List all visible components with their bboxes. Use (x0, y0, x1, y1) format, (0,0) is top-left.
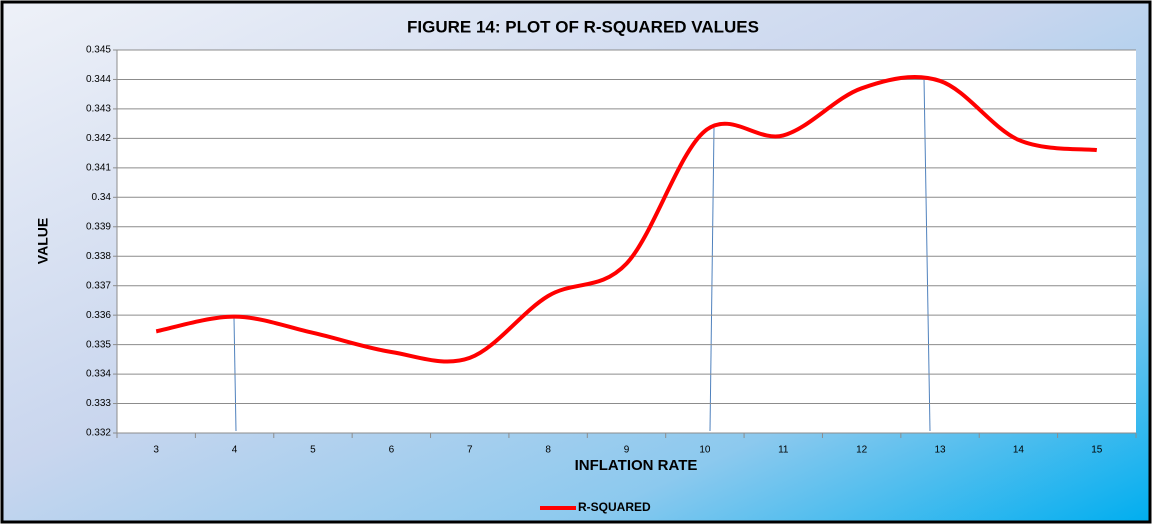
x-tick-label: 4 (232, 445, 238, 456)
y-tick-label: 0.34 (92, 192, 112, 203)
legend-label: R-SQUARED (578, 500, 651, 514)
x-tick-label: 13 (934, 445, 946, 456)
x-tick-label: 9 (624, 445, 630, 456)
x-tick-label: 3 (153, 445, 159, 456)
x-tick-label: 8 (545, 445, 551, 456)
annotation-line (923, 77, 931, 432)
y-tick-label: 0.345 (86, 45, 111, 56)
y-tick-label: 0.338 (86, 251, 111, 262)
x-tick-label: 7 (467, 445, 473, 456)
y-tick-label: 0.334 (86, 369, 111, 380)
y-tick-label: 0.342 (86, 133, 111, 144)
y-tick-label: 0.339 (86, 221, 111, 232)
y-tick-label: 0.333 (86, 398, 111, 409)
y-tick-label: 0.337 (86, 280, 111, 291)
y-axis-label: VALUE (35, 218, 51, 264)
x-tick-label: 12 (856, 445, 868, 456)
y-tick-label: 0.336 (86, 310, 111, 321)
y-tick-label: 0.344 (86, 74, 111, 85)
x-tick-label: 11 (778, 445, 789, 456)
x-tick-label: 14 (1013, 445, 1025, 456)
y-tick-label: 0.335 (86, 339, 111, 350)
x-tick-label: 10 (699, 445, 711, 456)
x-tick-label: 5 (310, 445, 316, 456)
x-axis-label: INFLATION RATE (575, 457, 698, 474)
y-tick-label: 0.332 (86, 428, 111, 439)
annotation-line (709, 127, 715, 432)
plot-area (117, 50, 1136, 433)
line (155, 75, 1098, 364)
y-tick-label: 0.343 (86, 104, 111, 115)
chart-title: FIGURE 14: PLOT OF R-SQUARED VALUES (407, 17, 759, 36)
y-tick-label: 0.341 (86, 162, 111, 173)
x-tick-label: 6 (389, 445, 395, 456)
x-tick-label: 15 (1091, 445, 1103, 456)
